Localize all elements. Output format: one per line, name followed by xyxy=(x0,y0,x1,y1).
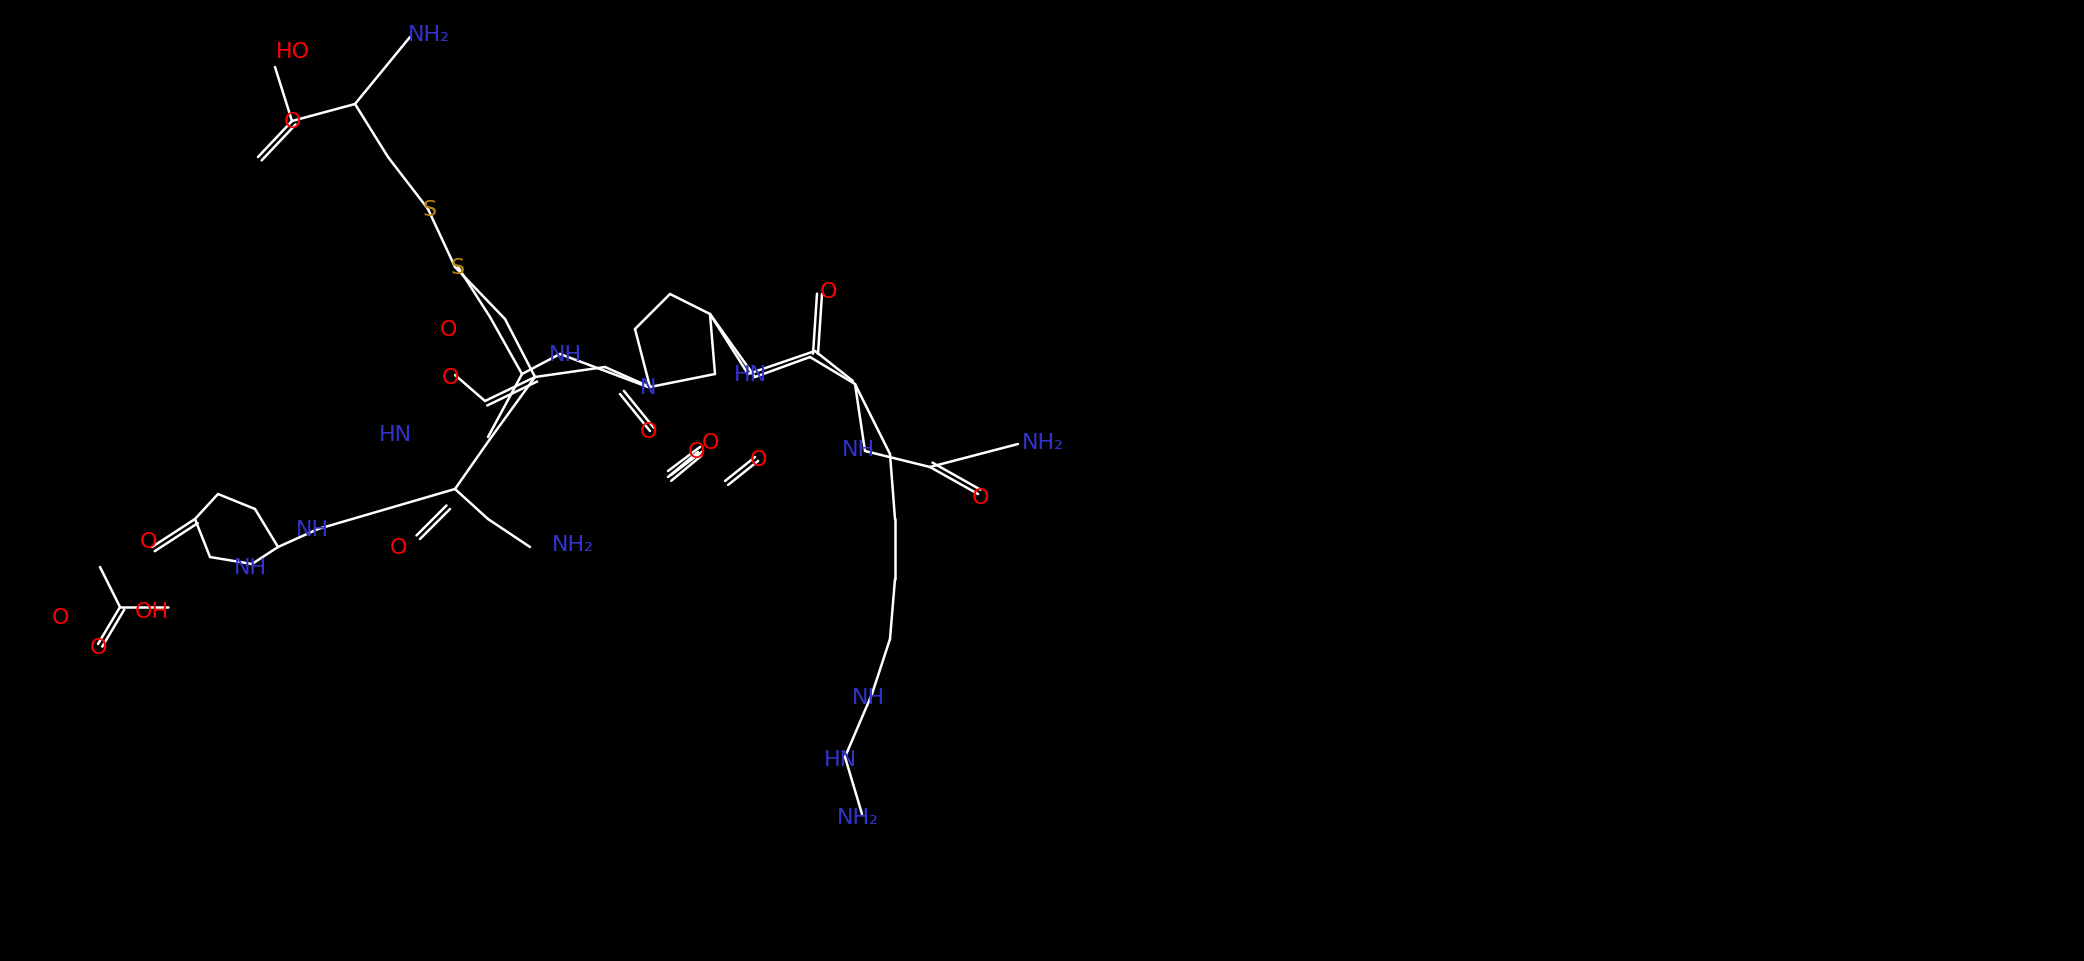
Text: O: O xyxy=(90,637,106,657)
Text: NH: NH xyxy=(852,687,884,707)
Text: NH: NH xyxy=(233,557,267,578)
Text: O: O xyxy=(390,537,406,557)
Text: O: O xyxy=(971,487,988,507)
Text: N: N xyxy=(640,378,656,398)
Text: NH: NH xyxy=(548,345,581,364)
Text: O: O xyxy=(700,432,719,453)
Text: HN: HN xyxy=(823,750,857,769)
Text: O: O xyxy=(750,450,767,470)
Text: O: O xyxy=(283,111,300,132)
Text: HO: HO xyxy=(275,42,311,62)
Text: O: O xyxy=(688,441,704,461)
Text: O: O xyxy=(52,607,69,628)
Text: O: O xyxy=(440,320,456,339)
Text: NH: NH xyxy=(296,520,329,539)
Text: NH₂: NH₂ xyxy=(408,25,450,45)
Text: NH₂: NH₂ xyxy=(838,807,879,827)
Text: O: O xyxy=(819,282,838,302)
Text: O: O xyxy=(442,368,458,387)
Text: NH: NH xyxy=(842,439,875,459)
Text: OH: OH xyxy=(135,602,169,622)
Text: NH₂: NH₂ xyxy=(1021,432,1065,453)
Text: HN: HN xyxy=(379,425,411,445)
Text: S: S xyxy=(423,200,438,220)
Text: O: O xyxy=(140,531,156,552)
Text: S: S xyxy=(450,258,465,278)
Text: NH₂: NH₂ xyxy=(552,534,594,554)
Text: HN: HN xyxy=(734,364,767,384)
Text: O: O xyxy=(640,422,656,441)
